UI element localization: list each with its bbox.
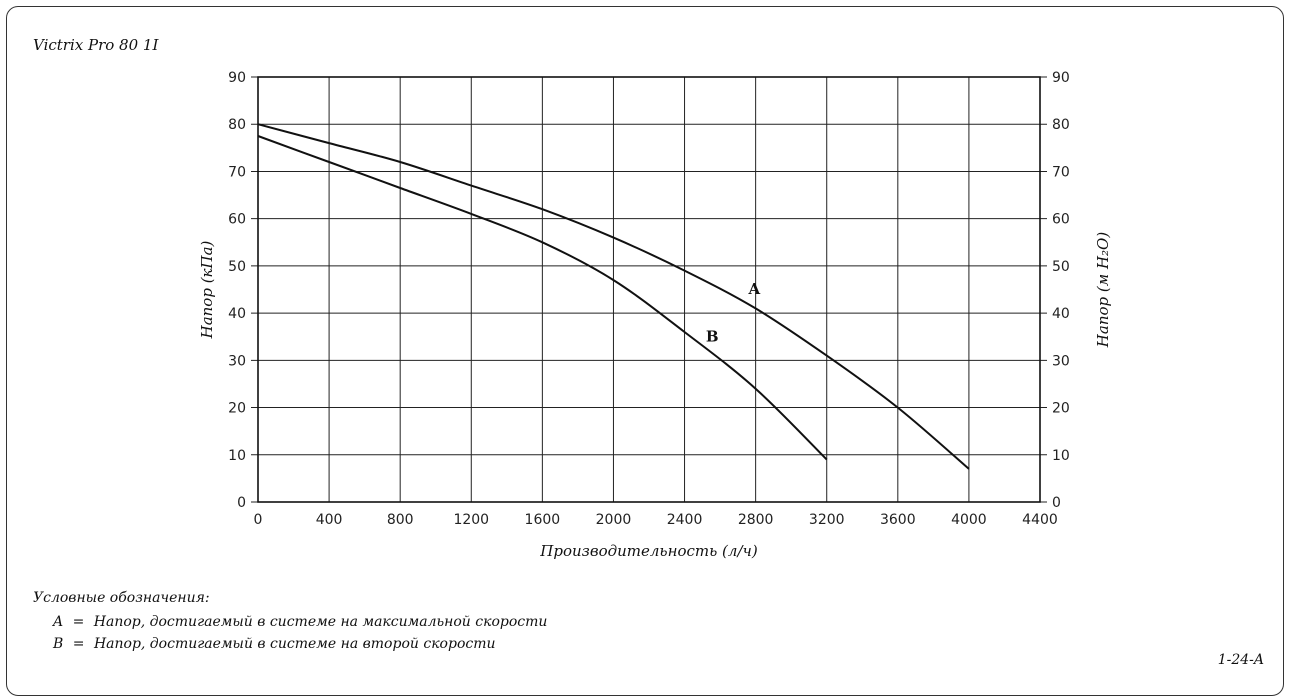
x-axis-title: Производительность (л/ч): [539, 542, 758, 560]
series-lines: AB: [257, 123, 970, 470]
y-tick-label-left: 70: [228, 164, 246, 180]
legend-title: Условные обозначения:: [33, 590, 210, 606]
x-tick-label: 3600: [880, 512, 916, 528]
y-tick-label-right: 60: [1052, 212, 1070, 228]
y-tick-label-left: 90: [228, 70, 246, 86]
y-axis-title-right: Напор (м H₂O): [1094, 232, 1112, 349]
x-tick-label: 2800: [738, 512, 774, 528]
y-tick-label-left: 0: [237, 495, 246, 511]
y-tick-label-right: 80: [1052, 117, 1070, 133]
x-tick-label: 1600: [525, 512, 561, 528]
y-tick-label-left: 60: [228, 212, 246, 228]
x-tick-label: 0: [254, 512, 263, 528]
x-tick-label: 1200: [453, 512, 489, 528]
x-tick-label: 800: [387, 512, 414, 528]
x-tick-label: 400: [316, 512, 343, 528]
series-line-a: [257, 123, 970, 470]
legend-key-b: B: [53, 636, 64, 652]
x-tick-label: 3200: [809, 512, 845, 528]
legend: Условные обозначения: A = Напор, достига…: [33, 590, 547, 658]
y-tick-label-right: 10: [1052, 448, 1070, 464]
x-tick-labels: 0 400 800 1200 1600 2000 2400 2800 3200 3600 4000 4…: [254, 512, 1058, 528]
legend-eq-b: =: [72, 636, 85, 652]
pump-curve-chart: 0 400 800 1200 1600 2000 2400 2800 3200 3600 4000 4…: [198, 70, 1112, 560]
y-tick-label-left: 50: [228, 259, 246, 275]
x-tick-label: 4000: [951, 512, 987, 528]
grid: [251, 76, 1047, 503]
y-tick-label-left: 40: [228, 306, 246, 322]
y-tick-label-right: 0: [1052, 495, 1061, 511]
legend-key-a: A: [53, 614, 64, 630]
y-tick-label-right: 90: [1052, 70, 1070, 86]
series-label-a: A: [748, 280, 761, 298]
x-tick-label: 4400: [1022, 512, 1058, 528]
legend-item-b: B = Напор, достигаемый в системе на втор…: [53, 636, 547, 658]
x-tick-label: 2400: [667, 512, 703, 528]
y-tick-label-left: 20: [228, 401, 246, 417]
plot-area-border: [257, 76, 1041, 503]
y-tick-label-right: 20: [1052, 401, 1070, 417]
model-title: Victrix Pro 80 1I: [33, 36, 159, 54]
y-axis-title-left: Напор (кПа): [198, 240, 216, 339]
x-tick-label: 2000: [596, 512, 632, 528]
series-line-b: [257, 135, 828, 461]
y-tick-label-right: 40: [1052, 306, 1070, 322]
y-tick-label-left: 10: [228, 448, 246, 464]
series-label-b: B: [706, 327, 719, 345]
y-tick-label-right: 30: [1052, 353, 1070, 369]
y-tick-label-left: 30: [228, 353, 246, 369]
figure-code: 1-24-A: [1217, 652, 1264, 668]
y-tick-label-left: 80: [228, 117, 246, 133]
legend-text-b: Напор, достигаемый в системе на второй с…: [93, 636, 496, 652]
legend-item-a: A = Напор, достигаемый в системе на макс…: [53, 614, 547, 636]
legend-text-a: Напор, достигаемый в системе на максимал…: [93, 614, 548, 630]
y-tick-label-right: 70: [1052, 164, 1070, 180]
y-tick-labels: 0 10 20 30 40 50 60 70 80 90 0 10 20 30 40 50 60 70 80 90: [228, 70, 1070, 511]
legend-eq-a: =: [72, 614, 85, 630]
y-tick-label-right: 50: [1052, 259, 1070, 275]
